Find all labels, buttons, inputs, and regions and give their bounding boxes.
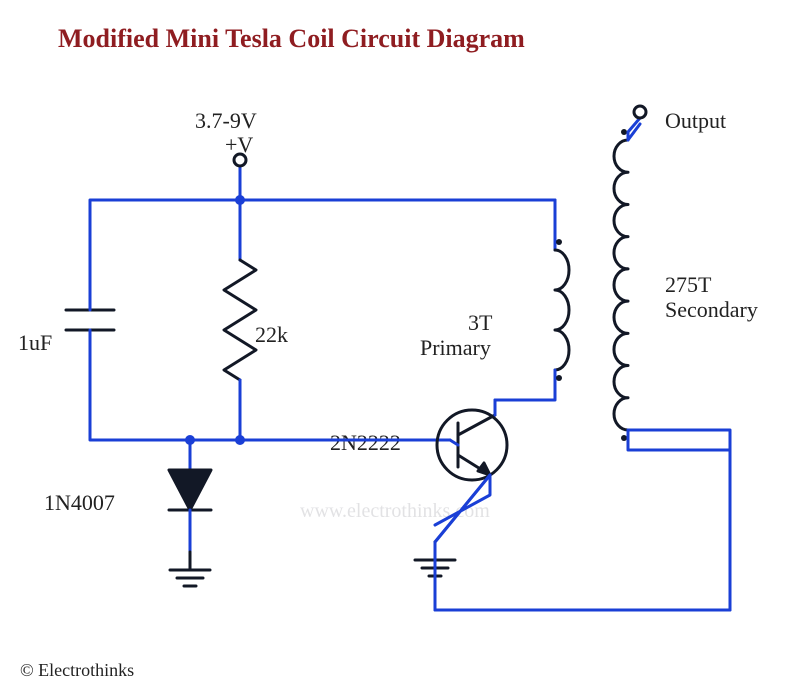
node-diode	[185, 435, 195, 445]
npn-collector-leg	[458, 415, 495, 435]
wire-cap-bot	[90, 340, 240, 440]
prim-dot-bot	[556, 375, 562, 381]
prim-dot-top	[556, 239, 562, 245]
diode-triangle	[169, 470, 211, 510]
circuit-svg	[0, 0, 800, 700]
wire-secondary-to-gnd	[435, 430, 730, 610]
sec-dot-top	[621, 129, 627, 135]
resistor-22k	[224, 260, 256, 380]
wire-emitter-gnd2	[435, 475, 490, 542]
secondary-coil	[614, 140, 628, 430]
npn-circle	[437, 410, 507, 480]
sec-dot-bot	[621, 435, 627, 441]
wire-prim-to-collector	[495, 370, 555, 400]
node-bot-supply	[235, 435, 245, 445]
terminal-output	[634, 106, 646, 118]
primary-coil	[555, 250, 569, 370]
wire-secondary-ground-alt	[435, 430, 730, 610]
npn-emitter-arrow	[478, 463, 490, 475]
wire-cap-top	[90, 200, 240, 300]
terminal-supply	[234, 154, 246, 166]
